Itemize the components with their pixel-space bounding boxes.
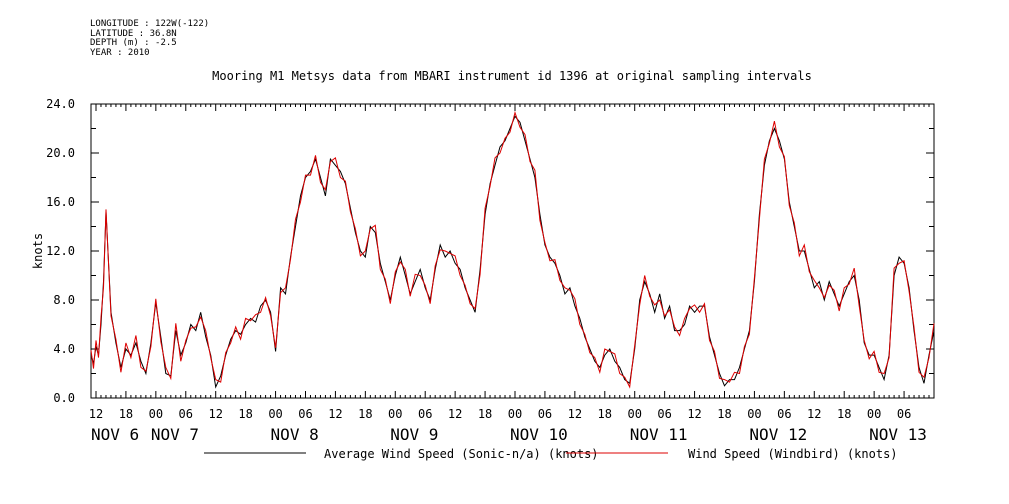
x-tick-label: 06 — [538, 407, 552, 421]
x-tick-label: 06 — [657, 407, 671, 421]
x-tick-label: 18 — [478, 407, 492, 421]
series-windbird-line — [90, 110, 935, 389]
x-tick-label: 00 — [149, 407, 163, 421]
day-labels: NOV 6 NOV 7 NOV 8 NOV 9 NOV 10 NOV 11 NOV 12 NO… — [91, 425, 927, 444]
x-tick-label: 12 — [328, 407, 342, 421]
x-tick-label: 06 — [418, 407, 432, 421]
day-label: NOV 12 — [749, 425, 807, 444]
legend: Average Wind Speed (Sonic-n/a) (knots) W… — [204, 447, 898, 461]
day-label: NOV 11 — [630, 425, 688, 444]
x-tick-label: 12 — [687, 407, 701, 421]
x-tick-labels: 12 18 00 06 12 18 00 06 12 18 00 06 12 18 00 06 12 18 00 06… — [89, 407, 912, 421]
y-tick-label: 24.0 — [46, 97, 75, 111]
day-label: NOV 13 — [869, 425, 927, 444]
x-tick-label: 00 — [747, 407, 761, 421]
meta-latitude: LATITUDE : 36.8N — [90, 28, 177, 39]
day-label: NOV 10 — [510, 425, 568, 444]
day-label: NOV 8 — [271, 425, 319, 444]
y-axis-label: knots — [31, 233, 45, 269]
chart-title: Mooring M1 Metsys data from MBARI instru… — [212, 69, 812, 83]
y-tick-label: 8.0 — [53, 293, 75, 307]
y-tick-label: 20.0 — [46, 146, 75, 160]
x-tick-label: 12 — [807, 407, 821, 421]
x-tick-label: 06 — [777, 407, 791, 421]
x-tick-label: 18 — [598, 407, 612, 421]
x-tick-label: 06 — [298, 407, 312, 421]
x-tick-label: 00 — [388, 407, 402, 421]
x-tick-label: 12 — [448, 407, 462, 421]
plot-frame — [90, 103, 935, 399]
axis-ticks — [90, 103, 935, 399]
legend-label-average: Average Wind Speed (Sonic-n/a) (knots) — [324, 447, 599, 461]
x-tick-label: 12 — [568, 407, 582, 421]
x-tick-label: 18 — [238, 407, 252, 421]
meta-depth: DEPTH (m) : -2.5 — [90, 38, 177, 48]
x-tick-label: 06 — [897, 407, 911, 421]
y-tick-label: 12.0 — [46, 244, 75, 258]
x-tick-label: 00 — [508, 407, 522, 421]
day-label: NOV 7 — [151, 425, 199, 444]
y-tick-label: 0.0 — [53, 391, 75, 405]
legend-label-windbird: Wind Speed (Windbird) (knots) — [688, 447, 898, 461]
x-tick-label: 18 — [358, 407, 372, 421]
x-tick-label: 00 — [867, 407, 881, 421]
x-tick-label: 00 — [627, 407, 641, 421]
x-tick-label: 18 — [119, 407, 133, 421]
metadata-block: LONGITUDE : 122W(-122) LATITUDE : 36.8N … — [90, 19, 210, 58]
day-label: NOV 6 — [91, 425, 139, 444]
x-tick-label: 12 — [89, 407, 103, 421]
y-tick-label: 4.0 — [53, 342, 75, 356]
x-tick-label: 18 — [837, 407, 851, 421]
y-tick-labels: 0.0 4.0 8.0 12.0 16.0 20.0 24.0 — [46, 97, 75, 405]
x-tick-label: 18 — [717, 407, 731, 421]
x-tick-label: 06 — [179, 407, 193, 421]
y-tick-label: 16.0 — [46, 195, 75, 209]
meta-year: YEAR : 2010 — [90, 47, 150, 58]
day-label: NOV 9 — [390, 425, 438, 444]
x-tick-label: 00 — [268, 407, 282, 421]
meta-longitude: LONGITUDE : 122W(-122) — [90, 19, 210, 29]
series-average-wind-speed-line — [90, 115, 935, 389]
x-tick-label: 12 — [208, 407, 222, 421]
